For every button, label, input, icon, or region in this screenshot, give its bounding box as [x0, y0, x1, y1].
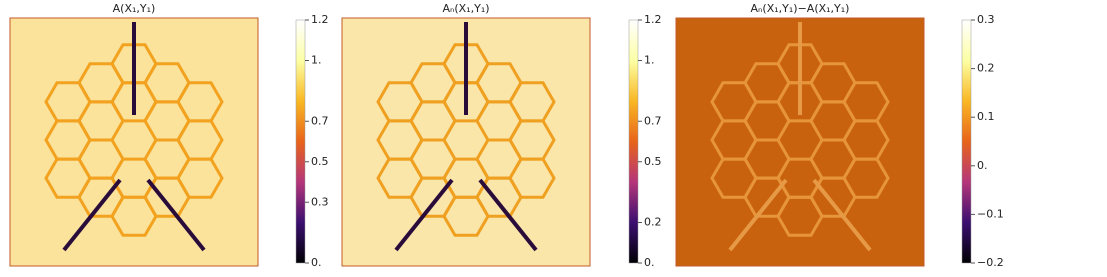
colorbar-tick-label: 0.1: [977, 110, 995, 123]
colorbar-tick-label: 0.5: [644, 155, 662, 168]
strut: [394, 178, 454, 252]
colorbar-tick-label: −0.2: [977, 256, 1004, 269]
colorbar-tick-label: 1.: [644, 54, 655, 67]
colorbar-tick-label: 0.: [644, 256, 655, 269]
strut: [812, 178, 872, 252]
hexagon: [842, 157, 890, 199]
panel-title: Aₙ(X₁,Y₁): [442, 2, 489, 15]
colorbar-tick-label: 0.5: [311, 155, 329, 168]
colorbar-tick-label: 0.7: [644, 114, 662, 127]
colorbar-tick-label: 0.: [311, 256, 322, 269]
hexagon: [176, 157, 224, 199]
strut: [478, 178, 538, 252]
panel-title: Aₙ(X₁,Y₁)−A(X₁,Y₁): [751, 2, 850, 15]
colorbar: [295, 19, 306, 264]
colorbar-tick-label: 0.3: [977, 13, 995, 26]
strut: [62, 178, 122, 252]
colorbar: [961, 19, 972, 264]
colorbar-tick-label: 1.2: [311, 13, 329, 26]
colorbar-tick-label: 0.: [977, 159, 988, 172]
strut: [728, 178, 788, 252]
panel-title: A(X₁,Y₁): [113, 2, 156, 15]
colorbar-tick-label: 0.2: [977, 62, 995, 75]
colorbar-tick-label: 1.2: [644, 13, 662, 26]
colorbar-tick-label: 0.2: [644, 216, 662, 229]
colorbar-tick-label: −0.1: [977, 207, 1004, 220]
hexagon: [508, 157, 556, 199]
colorbar-tick-label: 0.7: [311, 114, 329, 127]
strut: [146, 178, 206, 252]
colorbar: [628, 19, 639, 264]
colorbar-tick-label: 1.: [311, 54, 322, 67]
colorbar-tick-label: 0.3: [311, 195, 329, 208]
